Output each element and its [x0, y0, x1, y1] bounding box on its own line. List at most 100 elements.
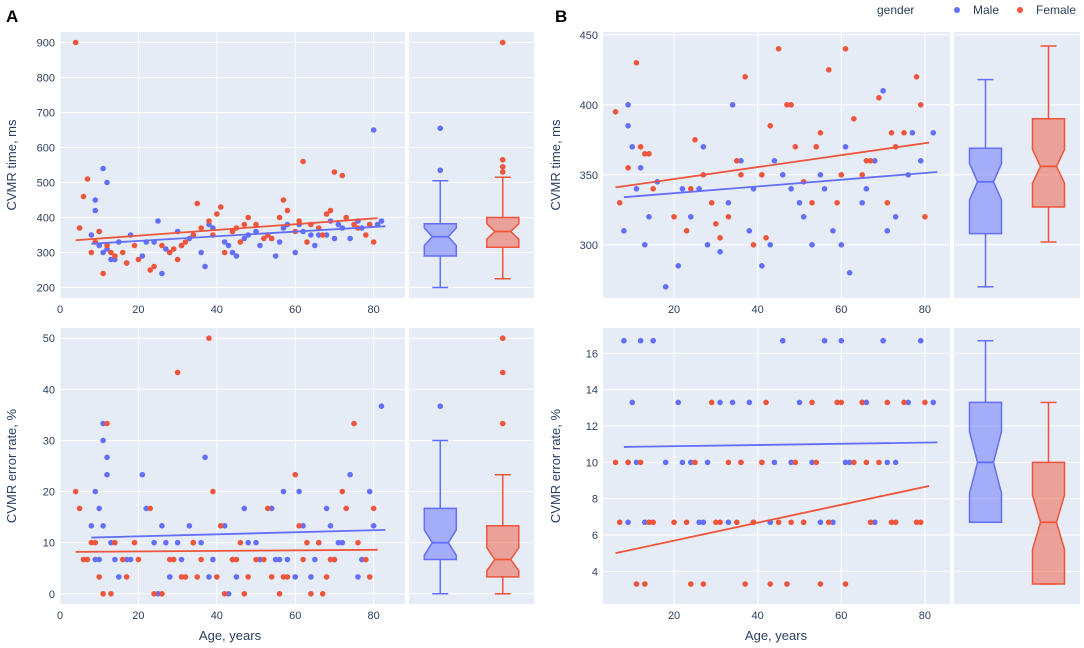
- data-point-female: [863, 459, 870, 466]
- data-point-female: [343, 505, 349, 512]
- y-tick-label: 6: [592, 530, 598, 542]
- data-point-female: [738, 459, 744, 466]
- data-point-female: [884, 200, 891, 206]
- y-tick-label: 700: [37, 108, 55, 120]
- data-point-female: [842, 46, 849, 52]
- y-axis-title: CVMR error rate, %: [548, 408, 563, 523]
- data-point-male: [233, 253, 240, 259]
- legend-label-male: Male: [973, 3, 999, 17]
- data-point-female: [650, 186, 656, 192]
- data-point-female: [296, 218, 302, 224]
- data-point-female: [206, 218, 212, 224]
- data-point-male: [809, 459, 815, 466]
- data-point-female: [84, 176, 91, 182]
- data-point-female: [84, 556, 91, 563]
- x-tick-label: 20: [132, 304, 144, 316]
- data-point-male: [100, 420, 106, 427]
- data-point-female: [884, 399, 891, 406]
- data-point-female: [166, 556, 173, 563]
- data-point-female: [838, 172, 845, 178]
- data-point-female: [633, 60, 640, 66]
- data-point-male: [917, 158, 924, 164]
- data-point-female: [355, 539, 361, 546]
- data-point-female: [700, 581, 707, 587]
- data-point-female: [876, 95, 882, 101]
- data-point-female: [221, 249, 228, 256]
- data-point-female: [362, 232, 369, 238]
- data-point-male: [163, 539, 169, 546]
- data-point-female: [859, 399, 866, 406]
- data-point-male: [817, 519, 824, 526]
- data-point-female: [742, 581, 748, 587]
- data-point-female: [96, 228, 103, 235]
- x-tick-label: 80: [919, 610, 931, 622]
- scatter-plot-area: [60, 328, 405, 604]
- data-point-female: [708, 200, 715, 206]
- data-point-male: [717, 249, 723, 255]
- box-outlier-male: [437, 125, 444, 132]
- panel-label-b: B: [555, 7, 567, 26]
- data-point-male: [759, 263, 765, 269]
- data-point-female: [123, 260, 130, 266]
- data-point-female: [210, 488, 216, 495]
- data-point-male: [370, 523, 377, 529]
- data-point-male: [88, 523, 95, 529]
- data-point-female: [351, 221, 357, 228]
- data-point-female: [174, 369, 181, 376]
- data-point-male: [779, 337, 786, 344]
- data-point-female: [917, 102, 924, 108]
- data-point-female: [343, 214, 349, 221]
- y-tick-label: 4: [592, 566, 598, 578]
- data-point-female: [182, 574, 189, 580]
- trend-line-female: [75, 548, 378, 553]
- data-point-female: [190, 539, 197, 546]
- data-point-male: [796, 399, 803, 406]
- data-point-female: [119, 249, 126, 256]
- data-point-male: [687, 459, 694, 466]
- legend-item-female[interactable]: Female: [1017, 3, 1076, 17]
- y-tick-label: 20: [43, 487, 55, 499]
- data-point-female: [917, 519, 924, 526]
- data-point-male: [108, 256, 114, 263]
- data-point-female: [76, 505, 83, 512]
- y-tick-label: 300: [37, 248, 55, 260]
- data-point-male: [880, 88, 886, 94]
- data-point-male: [637, 337, 644, 344]
- data-point-female: [198, 225, 204, 231]
- x-tick-label: 60: [289, 304, 301, 316]
- y-tick-label: 0: [49, 589, 55, 601]
- legend[interactable]: gender Male Female: [877, 3, 1076, 17]
- data-point-female: [88, 539, 95, 546]
- data-point-female: [366, 221, 373, 228]
- data-point-female: [217, 523, 224, 529]
- data-point-female: [264, 505, 271, 512]
- box-outlier-female: [499, 39, 506, 46]
- y-axis-title: CVMR time, ms: [4, 119, 19, 211]
- x-tick-label: 0: [57, 304, 63, 316]
- data-point-female: [913, 74, 920, 80]
- data-point-female: [284, 207, 291, 214]
- data-point-female: [327, 556, 334, 563]
- data-point-male: [642, 242, 648, 248]
- data-point-male: [88, 232, 95, 238]
- data-point-male: [650, 337, 656, 344]
- data-point-female: [784, 102, 790, 108]
- data-point-male: [280, 488, 287, 495]
- data-point-female: [159, 590, 165, 597]
- legend-item-male[interactable]: Male: [954, 3, 999, 17]
- data-point-male: [92, 207, 99, 214]
- data-point-female: [800, 519, 807, 526]
- data-point-female: [867, 519, 874, 526]
- data-point-male: [788, 186, 794, 192]
- box-body-male: [423, 507, 458, 561]
- x-tick-label: 40: [211, 610, 223, 622]
- data-point-female: [76, 225, 83, 231]
- data-point-male: [696, 519, 702, 526]
- data-point-male: [92, 197, 99, 203]
- trend-line-male: [91, 528, 386, 539]
- y-tick-label: 14: [586, 385, 598, 397]
- data-point-male: [339, 539, 346, 546]
- data-point-male: [327, 523, 334, 529]
- box-outlier-female: [499, 163, 506, 170]
